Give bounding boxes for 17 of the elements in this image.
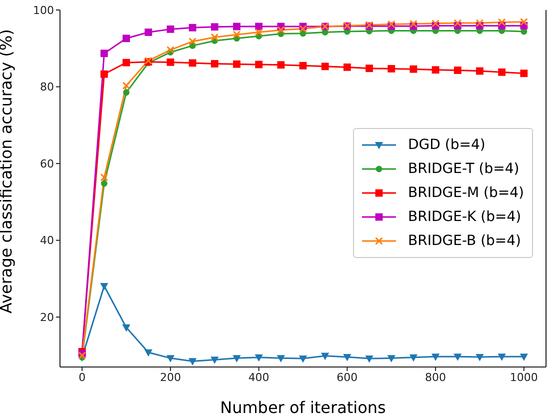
legend-label: DGD (b=4) bbox=[408, 137, 486, 153]
legend-label: BRIDGE-M (b=4) bbox=[408, 185, 524, 201]
x-tick-label: 800 bbox=[425, 370, 446, 384]
y-tick-label: 40 bbox=[40, 234, 54, 248]
x-tick-label: 0 bbox=[78, 370, 86, 384]
x-tick-label: 1000 bbox=[510, 370, 538, 384]
legend-label: BRIDGE-T (b=4) bbox=[408, 161, 520, 177]
x-tick-label: 400 bbox=[248, 370, 270, 384]
x-tick-label: 200 bbox=[160, 370, 181, 384]
y-tick-label: 20 bbox=[40, 311, 54, 324]
y-tick-label: 100 bbox=[33, 4, 54, 17]
y-tick-label: 60 bbox=[40, 157, 54, 170]
y-tick-label: 80 bbox=[40, 80, 54, 94]
x-axis-title: Number of iterations bbox=[220, 398, 386, 415]
x-tick-label: 600 bbox=[336, 370, 358, 384]
legend-label: BRIDGE-K (b=4) bbox=[408, 209, 522, 225]
legend-label: BRIDGE-B (b=4) bbox=[408, 233, 522, 249]
